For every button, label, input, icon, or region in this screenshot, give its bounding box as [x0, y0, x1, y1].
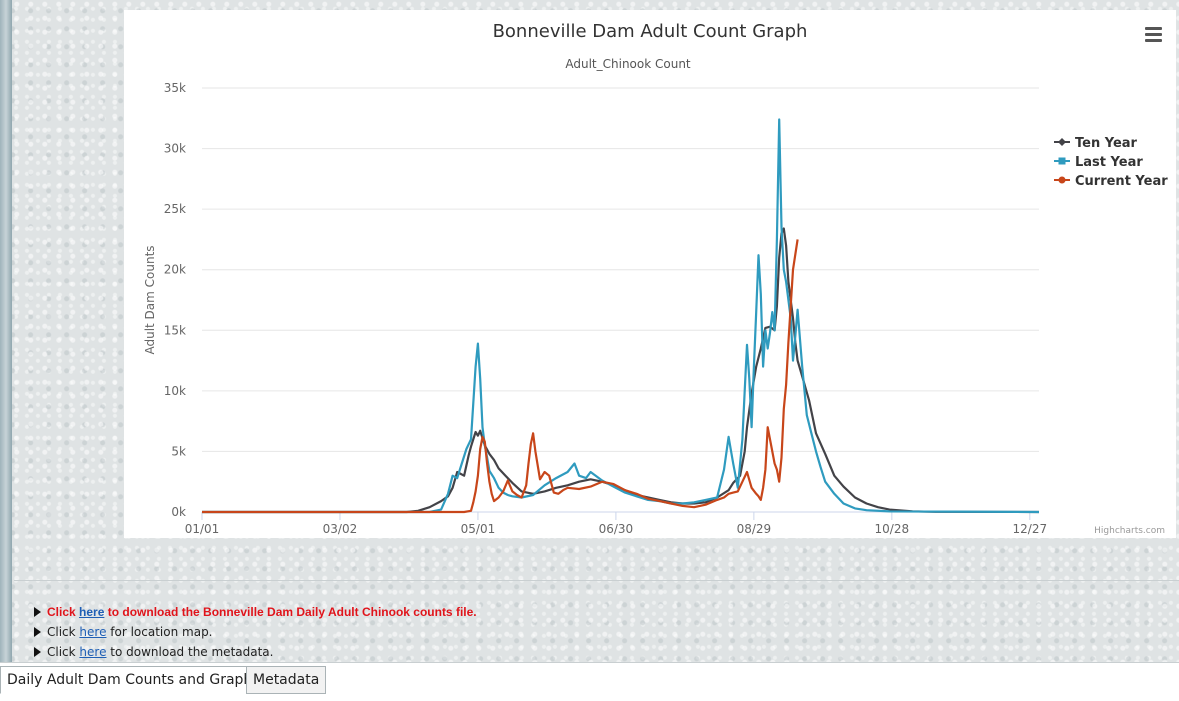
link-suffix: for location map. — [106, 625, 213, 639]
tab-bar: Daily Adult Dam Counts and Graph Metadat… — [0, 662, 1179, 701]
chart-subtitle: Adult_Chinook Count — [565, 57, 691, 71]
x-tick-label: 08/29 — [737, 522, 772, 536]
series-line-last-year — [202, 118, 1040, 514]
location-map-row: Click here for location map. — [34, 622, 477, 642]
tab-daily-counts-graph[interactable]: Daily Adult Dam Counts and Graph — [0, 666, 260, 694]
line-chart: Bonneville Dam Adult Count Graph Adult_Ch… — [143, 21, 1168, 536]
series-line-current-year — [202, 239, 799, 514]
tab-metadata[interactable]: Metadata — [246, 666, 327, 694]
legend-item-current-year: Current Year — [1075, 174, 1168, 189]
download-counts-link[interactable]: here — [79, 605, 105, 619]
x-tick-label: 06/30 — [599, 522, 634, 536]
series-line-ten-year — [202, 227, 1040, 514]
y-tick-label: 0k — [171, 505, 186, 519]
y-tick-label: 35k — [164, 81, 186, 95]
x-tick-label: 03/02 — [323, 522, 358, 536]
link-suffix: to download the metadata. — [106, 645, 274, 659]
link-prefix: Click — [47, 645, 80, 659]
metadata-row: Click here to download the metadata. — [34, 642, 477, 662]
legend-marker-square — [1058, 157, 1066, 165]
y-tick-label: 25k — [164, 202, 186, 216]
download-counts-row: Click here to download the Bonneville Da… — [34, 602, 477, 622]
y-tick-label: 10k — [164, 384, 186, 398]
link-prefix: Click — [47, 605, 80, 619]
x-tick-label: 12/27 — [1013, 522, 1048, 536]
hamburger-menu-icon-bar — [1145, 39, 1162, 42]
hamburger-menu-icon-bar — [1145, 33, 1162, 36]
download-links: Click here to download the Bonneville Da… — [34, 602, 477, 662]
y-tick-label: 15k — [164, 323, 186, 337]
chart-title: Bonneville Dam Adult Count Graph — [493, 21, 808, 42]
x-tick-label: 01/01 — [185, 522, 220, 536]
y-axis-label: Adult Dam Counts — [143, 245, 157, 354]
link-suffix: to download the Bonneville Dam Daily Adu… — [104, 605, 477, 619]
bullet-triangle-icon — [34, 607, 41, 617]
bullet-triangle-icon — [34, 647, 41, 657]
y-tick-label: 30k — [164, 142, 186, 156]
section-divider — [14, 580, 1179, 581]
legend-item-ten-year: Ten Year — [1075, 136, 1138, 151]
x-tick-label: 10/28 — [875, 522, 910, 536]
highcharts-credit: Highcharts.com — [1094, 526, 1165, 536]
y-tick-label: 5k — [171, 444, 186, 458]
hamburger-menu-icon — [1145, 27, 1162, 30]
y-tick-label: 20k — [164, 263, 186, 277]
download-metadata-link[interactable]: here — [79, 645, 107, 659]
location-map-link[interactable]: here — [79, 625, 107, 639]
x-tick-label: 05/01 — [461, 522, 496, 536]
chart-panel: Bonneville Dam Adult Count Graph Adult_Ch… — [124, 10, 1176, 538]
legend-marker-diamond — [1058, 138, 1066, 146]
bullet-triangle-icon — [34, 627, 41, 637]
link-prefix: Click — [47, 625, 80, 639]
legend-marker-circle — [1058, 176, 1066, 184]
chart-menu-button[interactable] — [1140, 24, 1168, 48]
decorative-side-strip — [0, 0, 12, 668]
legend-item-last-year: Last Year — [1075, 155, 1143, 170]
